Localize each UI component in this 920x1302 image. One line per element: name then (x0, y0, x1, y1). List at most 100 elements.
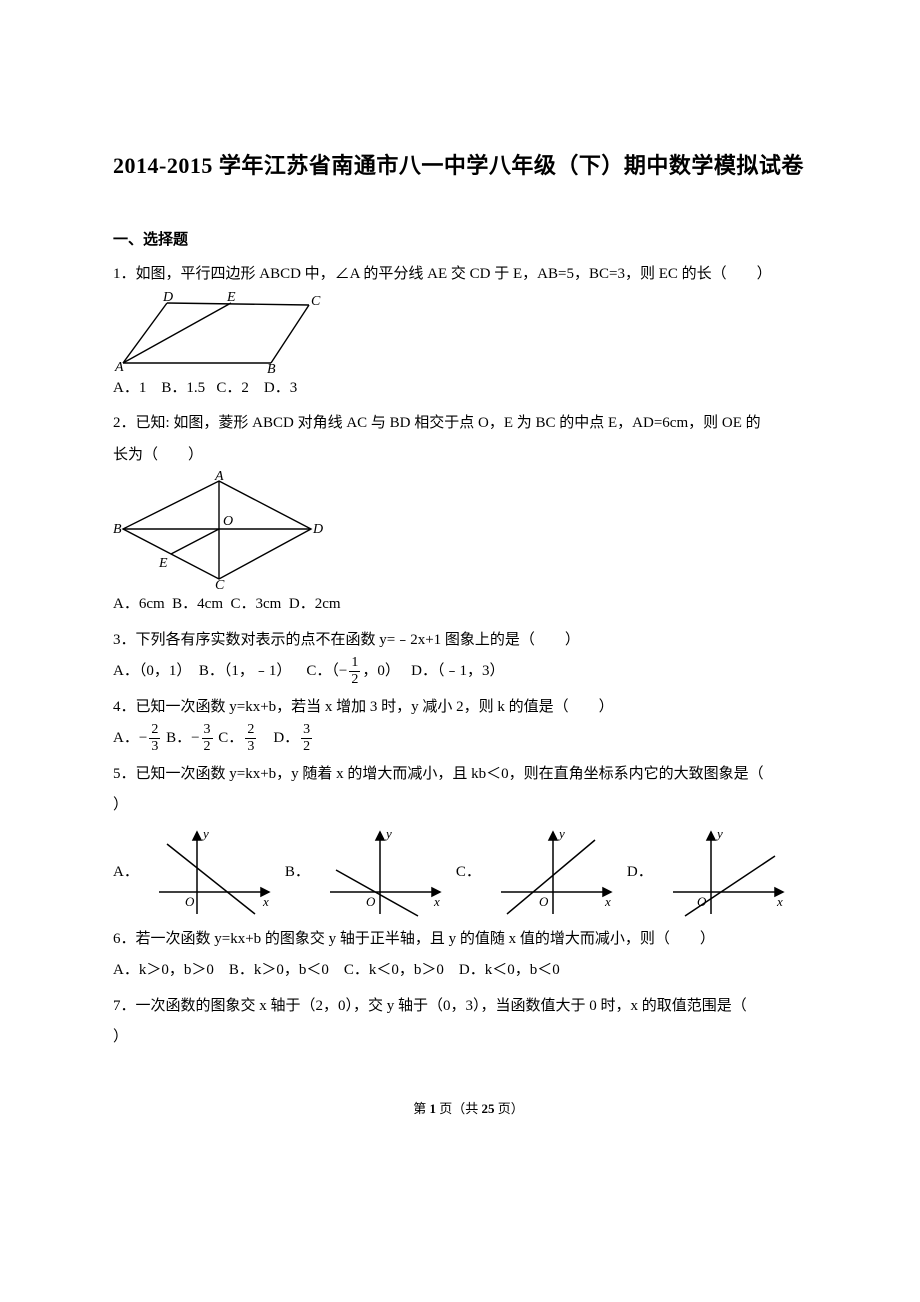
svg-text:E: E (158, 556, 168, 571)
q6-opt-a: A．k＞0，b＞0 (113, 962, 214, 978)
svg-text:C: C (215, 578, 225, 589)
page-footer: 第 1 页（共 25 页） (113, 1098, 824, 1117)
parallelogram-figure: D E C A B (113, 291, 321, 373)
q4-opt-a: A．−23 (113, 730, 162, 746)
q2-line1: 2．已知: 如图，菱形 ABCD 对角线 AC 与 BD 相交于点 O，E 为 … (113, 408, 824, 440)
q6-opt-d: D．k＜0，b＜0 (459, 962, 560, 978)
q4-options: A．−23 B．−32 C．23 D．32 (113, 723, 824, 755)
question-6: 6．若一次函数 y=kx+b 的图象交 y 轴于正半轴，且 y 的值随 x 值的… (113, 924, 824, 987)
svg-text:x: x (776, 894, 783, 909)
q2-opt-b: B．4cm (172, 596, 223, 612)
q1-text: 1．如图，平行四边形 ABCD 中，∠A 的平分线 AE 交 CD 于 E，AB… (113, 259, 824, 291)
svg-text:B: B (267, 362, 276, 373)
q5-graph-b: y x O (322, 826, 450, 920)
q2-opt-d: D．2cm (289, 596, 341, 612)
svg-text:A: A (114, 360, 124, 373)
q6-options: A．k＞0，b＞0 B．k＞0，b＜0 C．k＜0，b＞0 D．k＜0，b＜0 (113, 955, 824, 987)
q3c-post: ，0） (362, 663, 400, 679)
q2-figure: A B C D O E (113, 471, 824, 589)
q5-graph-c: y x O (493, 826, 621, 920)
q2-opt-c: C．3cm (231, 596, 282, 612)
q4-text: 4．已知一次函数 y=kx+b，若当 x 增加 3 时，y 减小 2，则 k 的… (113, 692, 824, 724)
q5-options-row: A． y x O B． (113, 826, 824, 920)
q1-opt-c: C．2 (216, 380, 249, 396)
q2-opt-a: A．6cm (113, 596, 165, 612)
q6-opt-c: C．k＜0，b＞0 (344, 962, 444, 978)
q4a-num: 2 (149, 723, 160, 738)
q4d-num: 3 (301, 723, 312, 738)
q3-opt-c: C．（−12，0） (306, 663, 403, 679)
question-2: 2．已知: 如图，菱形 ABCD 对角线 AC 与 BD 相交于点 O，E 为 … (113, 408, 824, 621)
svg-text:O: O (223, 514, 233, 529)
q5-opt-b-label: B． (285, 857, 310, 889)
question-3: 3．下列各有序实数对表示的点不在函数 y=﹣2x+1 图象上的是（ ） A．（0… (113, 625, 824, 688)
rhombus-figure: A B C D O E (113, 471, 323, 589)
svg-text:A: A (214, 471, 224, 484)
q4-opt-d: D．32 (273, 730, 314, 746)
q4a-den: 3 (149, 738, 160, 754)
q3-opt-b: B．（1，﹣1） (199, 663, 292, 679)
question-1: 1．如图，平行四边形 ABCD 中，∠A 的平分线 AE 交 CD 于 E，AB… (113, 259, 824, 404)
q4c-num: 2 (245, 723, 256, 738)
svg-text:y: y (557, 826, 565, 841)
q4c-pre: C． (218, 730, 243, 746)
q4c-den: 3 (245, 738, 256, 754)
q5-line1: 5．已知一次函数 y=kx+b，y 随着 x 的增大而减小，且 kb＜0，则在直… (113, 759, 824, 791)
footer-post: 页） (495, 1101, 524, 1116)
svg-text:O: O (697, 894, 707, 909)
q5-opt-d-label: D． (627, 857, 653, 889)
q4b-den: 2 (202, 738, 213, 754)
q1-opt-b: B．1.5 (161, 380, 205, 396)
svg-text:x: x (433, 894, 440, 909)
svg-text:O: O (366, 894, 376, 909)
svg-text:D: D (312, 522, 323, 537)
question-5: 5．已知一次函数 y=kx+b，y 随着 x 的增大而减小，且 kb＜0，则在直… (113, 759, 824, 920)
svg-text:B: B (113, 522, 122, 537)
svg-text:x: x (262, 894, 269, 909)
q3c-pre: C．（ (306, 663, 339, 679)
q1-opt-a: A．1 (113, 380, 146, 396)
question-4: 4．已知一次函数 y=kx+b，若当 x 增加 3 时，y 减小 2，则 k 的… (113, 692, 824, 755)
q2-options: A．6cm B．4cm C．3cm D．2cm (113, 589, 824, 621)
svg-text:D: D (162, 291, 173, 305)
footer-pre: 第 (413, 1101, 429, 1116)
q1-options: A．1 B．1.5 C．2 D．3 (113, 373, 824, 405)
svg-text:C: C (311, 294, 321, 309)
svg-text:x: x (604, 894, 611, 909)
svg-text:y: y (384, 826, 392, 841)
exam-page: 2014-2015 学年江苏省南通市八一中学八年级（下）期中数学模拟试卷 一、选… (0, 0, 920, 1157)
q4b-num: 3 (202, 723, 213, 738)
q5-graph-a: y x O (151, 826, 279, 920)
q7-line1: 7．一次函数的图象交 x 轴于（2，0），交 y 轴于（0，3），当函数值大于 … (113, 991, 824, 1023)
q4d-pre: D． (273, 730, 299, 746)
q4a-pre: A． (113, 730, 139, 746)
section-1-header: 一、选择题 (113, 228, 824, 249)
q5-graph-d: y x O (665, 826, 793, 920)
q3-opt-d: D．（﹣1，3） (411, 663, 504, 679)
q5-line2: ） (113, 790, 824, 822)
q3c-num: 1 (349, 656, 360, 671)
q1-opt-d: D．3 (264, 380, 297, 396)
svg-text:y: y (715, 826, 723, 841)
q3c-den: 2 (349, 671, 360, 687)
q7-line2: ） (113, 1022, 824, 1054)
svg-text:E: E (226, 291, 236, 305)
q1-figure: D E C A B (113, 291, 824, 373)
q3-opt-a: A．（0，1） (113, 663, 191, 679)
q3-text: 3．下列各有序实数对表示的点不在函数 y=﹣2x+1 图象上的是（ ） (113, 625, 824, 657)
svg-text:O: O (539, 894, 549, 909)
q4-opt-c: C．23 (218, 730, 258, 746)
svg-text:O: O (185, 894, 195, 909)
q2-line2: 长为（ ） (113, 440, 824, 472)
q5-opt-c-label: C． (456, 857, 481, 889)
exam-title: 2014-2015 学年江苏省南通市八一中学八年级（下）期中数学模拟试卷 (113, 148, 824, 180)
q6-opt-b: B．k＞0，b＜0 (229, 962, 329, 978)
svg-text:y: y (201, 826, 209, 841)
q6-text: 6．若一次函数 y=kx+b 的图象交 y 轴于正半轴，且 y 的值随 x 值的… (113, 924, 824, 956)
q4b-pre: B． (166, 730, 191, 746)
q3-options: A．（0，1） B．（1，﹣1） C．（−12，0） D．（﹣1，3） (113, 656, 824, 688)
footer-mid: 页（共 (436, 1101, 482, 1116)
question-7: 7．一次函数的图象交 x 轴于（2，0），交 y 轴于（0，3），当函数值大于 … (113, 991, 824, 1054)
q4-opt-b: B．−32 (166, 730, 214, 746)
footer-total: 25 (482, 1101, 495, 1116)
